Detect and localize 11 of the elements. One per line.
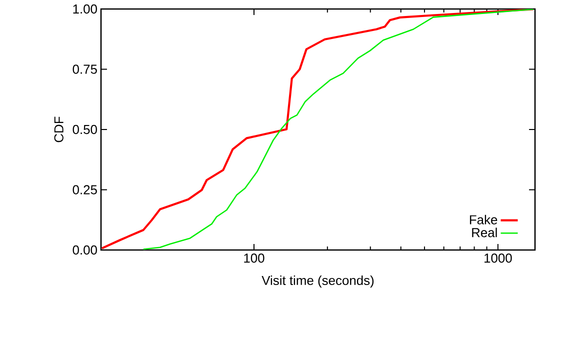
x-tick-label: 1000 xyxy=(484,254,512,263)
y-tick-label: 1.00 xyxy=(73,4,97,14)
y-tick-label: 0.25 xyxy=(72,185,97,194)
y-axis-title: CDF xyxy=(54,116,64,142)
legend-label: Fake xyxy=(470,214,498,224)
y-tick-label: 0.50 xyxy=(72,124,97,134)
x-tick-label: 100 xyxy=(244,254,264,263)
x-axis-title: Visit time (seconds) xyxy=(262,276,374,288)
y-tick-label: 0.00 xyxy=(72,245,97,255)
y-tick-label: 0.75 xyxy=(72,64,97,74)
legend-label: Real xyxy=(472,228,497,238)
